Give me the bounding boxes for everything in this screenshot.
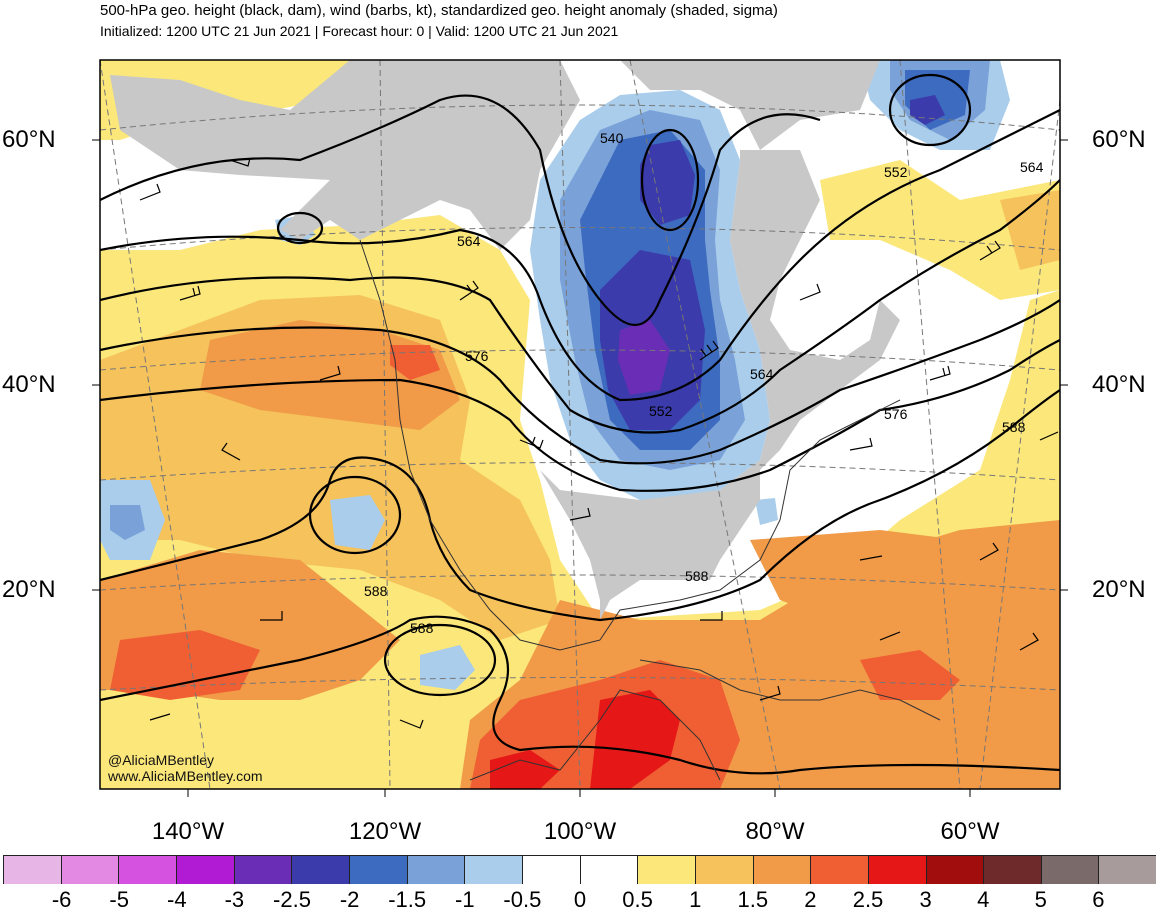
lat-label-40n-left: 40°N bbox=[2, 371, 56, 398]
colorbar-swatch bbox=[638, 856, 696, 884]
lat-label-40n-right: 40°N bbox=[1092, 371, 1146, 398]
contour-labels: 540 552 564 552 564 576 564 576 588 588 … bbox=[364, 130, 1044, 636]
colorbar-tick-label: -1.5 bbox=[388, 887, 427, 912]
trough-shading bbox=[100, 60, 1010, 690]
colorbar-tick-label: 2 bbox=[804, 887, 817, 912]
colorbar-swatch bbox=[580, 856, 639, 884]
colorbar-tick-label: 0.5 bbox=[622, 887, 653, 912]
contour-label: 588 bbox=[410, 620, 434, 636]
colorbar-swatch bbox=[61, 856, 120, 884]
colorbar-swatch bbox=[926, 856, 985, 884]
colorbar-tick-label: 0 bbox=[573, 887, 587, 912]
colorbar-swatch bbox=[465, 856, 523, 884]
colorbar-tick-label: 6 bbox=[1092, 887, 1105, 912]
map-subtitle: Initialized: 1200 UTC 21 Jun 2021 | Fore… bbox=[100, 23, 619, 39]
lon-label-100w: 100°W bbox=[543, 818, 617, 845]
colorbar-tick-label: -0.5 bbox=[503, 887, 542, 912]
axis-ticks bbox=[92, 139, 1068, 797]
colorbar-swatch bbox=[811, 856, 869, 884]
land-masses bbox=[110, 60, 900, 620]
colorbar-tick-label: 3 bbox=[919, 887, 932, 912]
contour-label: 564 bbox=[457, 233, 481, 249]
lat-label-20n-left: 20°N bbox=[2, 576, 56, 603]
colorbar-tick-label: -1 bbox=[455, 887, 475, 912]
colorbar-tick-label: 2.5 bbox=[852, 887, 884, 912]
colorbar-tick-label: -4 bbox=[167, 887, 187, 912]
contour-label: 576 bbox=[465, 348, 489, 364]
colorbar-swatch bbox=[1041, 856, 1100, 884]
colorbar-swatch bbox=[176, 856, 235, 884]
map-title: 500-hPa geo. height (black, dam), wind (… bbox=[100, 2, 778, 19]
lat-label-60n-right: 60°N bbox=[1092, 126, 1146, 153]
contour-label: 588 bbox=[685, 568, 709, 584]
wind-barbs bbox=[139, 157, 1059, 729]
colorbar-tick-label: 5 bbox=[1034, 887, 1047, 912]
colorbar-tick-label: -2 bbox=[339, 887, 360, 912]
credit-handle: @AliciaMBentley bbox=[108, 752, 215, 768]
lon-label-140w: 140°W bbox=[151, 818, 225, 845]
colorbar bbox=[4, 856, 1157, 884]
lon-label-60w: 60°W bbox=[940, 818, 1000, 845]
colorbar-swatch bbox=[292, 856, 350, 884]
colorbar-swatch bbox=[1099, 856, 1157, 884]
height-contours bbox=[100, 73, 1060, 775]
contour-label: 564 bbox=[750, 366, 774, 382]
credit-site: www.AliciaMBentley.com bbox=[108, 768, 263, 784]
colorbar-tick-label: 1 bbox=[689, 887, 702, 912]
colorbar-tick-label: -3 bbox=[224, 887, 245, 912]
colorbar-swatch bbox=[349, 856, 408, 884]
coastlines bbox=[359, 239, 941, 781]
contour-label: 552 bbox=[884, 164, 908, 180]
colorbar-swatch bbox=[234, 856, 293, 884]
lon-label-80w: 80°W bbox=[745, 818, 805, 845]
contour-label: 588 bbox=[364, 583, 388, 599]
lat-label-60n-left: 60°N bbox=[2, 126, 56, 153]
colorbar-tick-label: 4 bbox=[977, 887, 990, 912]
colorbar-swatch bbox=[984, 856, 1042, 884]
contour-label: 564 bbox=[1020, 159, 1044, 175]
colorbar-tick-label: -6 bbox=[51, 887, 72, 912]
colorbar-swatch bbox=[868, 856, 927, 884]
contour-label: 552 bbox=[649, 403, 673, 419]
contour-label: 540 bbox=[600, 130, 624, 146]
colorbar-swatch bbox=[753, 856, 812, 884]
colorbar-swatch bbox=[4, 856, 62, 884]
anomaly-shading bbox=[100, 60, 1060, 789]
colorbar-tick-label: -2.5 bbox=[273, 887, 311, 912]
contour-label: 588 bbox=[1002, 419, 1026, 435]
lat-label-20n-right: 20°N bbox=[1092, 576, 1146, 603]
colorbar-swatch bbox=[522, 856, 581, 884]
lon-label-120w: 120°W bbox=[348, 818, 422, 845]
colorbar-swatch bbox=[407, 856, 466, 884]
colorbar-swatch bbox=[695, 856, 754, 884]
contour-label: 576 bbox=[884, 406, 908, 422]
colorbar-swatch bbox=[119, 856, 177, 884]
colorbar-tick-label: -5 bbox=[109, 887, 129, 912]
colorbar-tick-label: 1.5 bbox=[737, 887, 769, 912]
